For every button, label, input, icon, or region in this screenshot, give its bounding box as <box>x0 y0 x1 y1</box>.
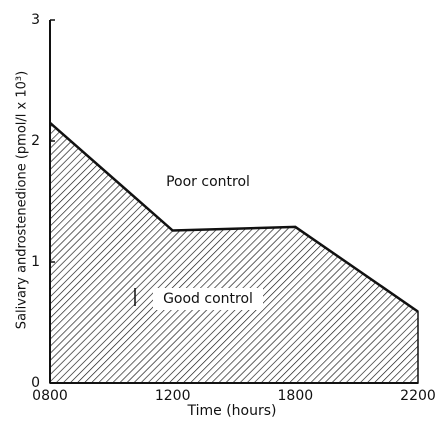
y-axis-label: Salivary androstenedione (pmol/l x 10³) <box>15 71 30 329</box>
y-tick-label: 1 <box>31 254 40 270</box>
x-tick-label: 0800 <box>32 388 68 404</box>
y-tick-label: 0 <box>31 375 40 391</box>
annotation: Poor control <box>166 174 250 190</box>
annotation-box <box>153 288 263 310</box>
x-tick-label: 1200 <box>155 388 191 404</box>
x-tick-label: 1800 <box>278 388 314 404</box>
x-tick-label: 2200 <box>400 388 436 404</box>
x-axis-label: Time (hours) <box>187 403 277 419</box>
line <box>49 121 419 313</box>
area <box>49 121 419 384</box>
y-tick-label: 3 <box>31 12 40 28</box>
annotation: Good control <box>163 291 253 307</box>
y-tick-label: 2 <box>31 133 40 149</box>
